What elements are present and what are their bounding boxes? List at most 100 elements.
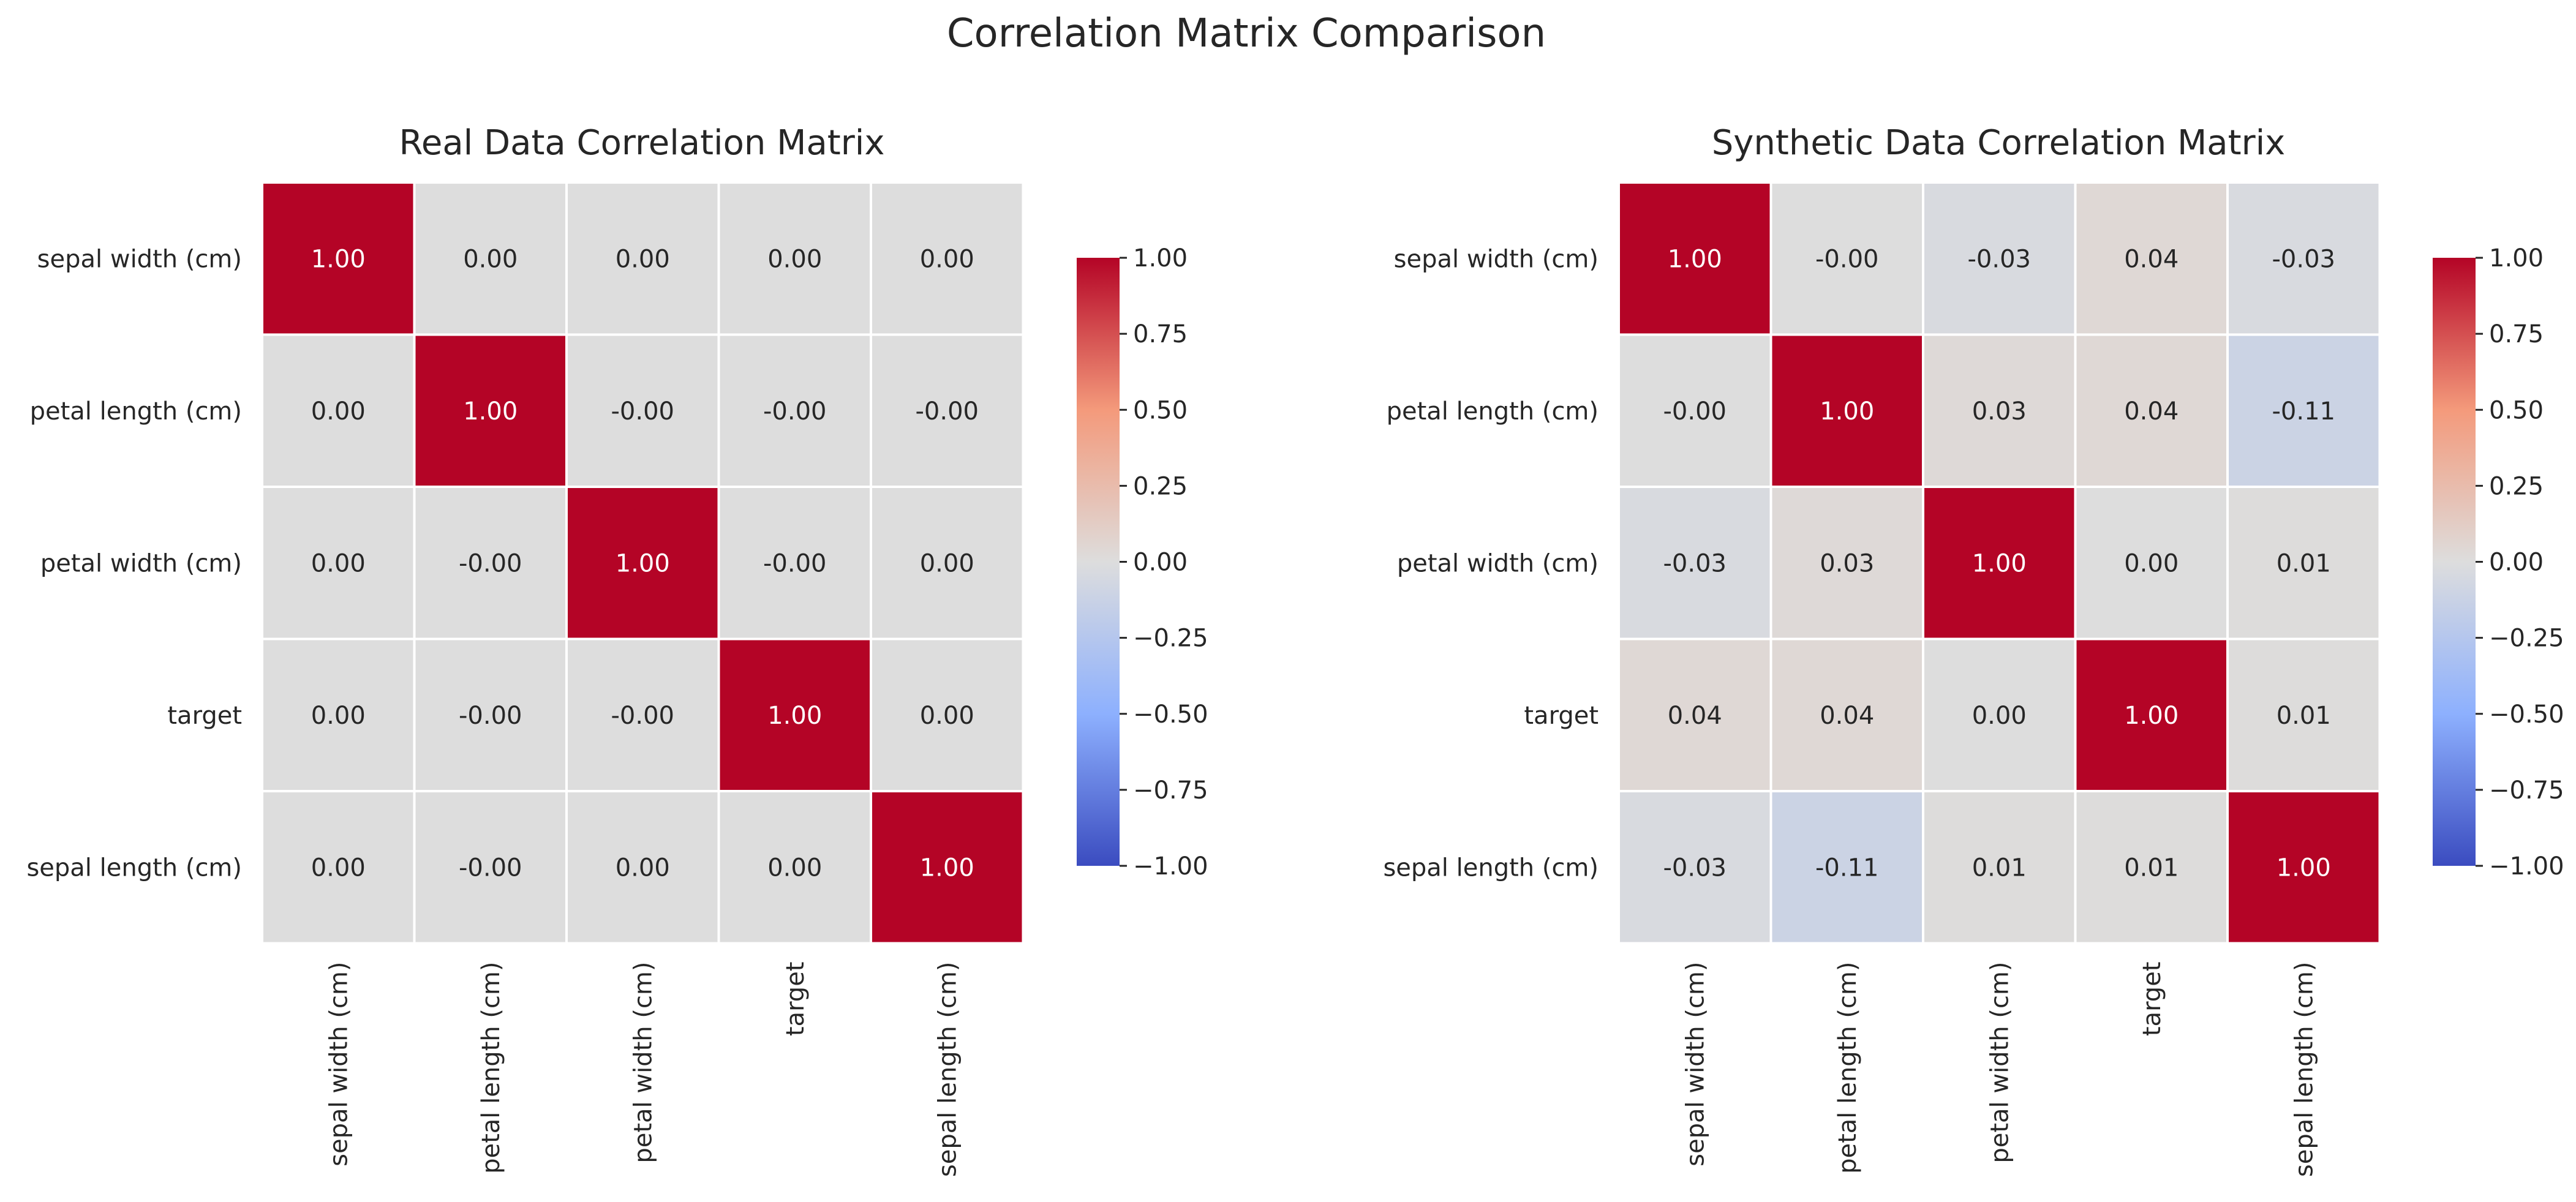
colorbar-tick-label: −0.25 xyxy=(2489,625,2564,653)
y-tick-label-petal-length-cm: petal length (cm) xyxy=(1387,397,1599,426)
heatmap-cell xyxy=(413,486,568,640)
heatmap-cell xyxy=(2074,333,2229,488)
heatmap-cell xyxy=(870,637,1025,792)
cell-value-label: 1.00 xyxy=(311,245,366,273)
cell-value-label: 0.00 xyxy=(920,245,974,273)
cell-value-label: 1.00 xyxy=(1668,245,1722,273)
heatmap-cell xyxy=(413,790,568,945)
y-tick-label-sepal-width-cm: sepal width (cm) xyxy=(37,245,242,273)
heatmap-cell xyxy=(2226,333,2381,488)
colorbar-tick-label: 0.00 xyxy=(2489,549,2544,577)
x-tick-label-petal-length-cm: petal length (cm) xyxy=(477,962,505,1174)
cell-value-label: -0.00 xyxy=(916,397,979,426)
figure-title: Correlation Matrix Comparison xyxy=(947,11,1546,56)
cell-value-label: -0.11 xyxy=(1815,854,1879,882)
cell-value-label: 1.00 xyxy=(1972,549,2027,577)
cell-value-label: -0.00 xyxy=(459,702,522,730)
cell-value-label: 0.04 xyxy=(2124,245,2179,273)
x-tick-label-sepal-width-cm: sepal width (cm) xyxy=(325,962,353,1166)
cell-value-label: 0.01 xyxy=(2277,549,2331,577)
x-tick-label-petal-length-cm: petal length (cm) xyxy=(1834,962,1862,1174)
cell-value-label: 0.00 xyxy=(1972,702,2027,730)
colorbar-tick-label: −0.50 xyxy=(2489,701,2564,729)
cell-value-label: 0.03 xyxy=(1972,397,2027,426)
colorbar-tick-label: 1.00 xyxy=(2489,244,2544,272)
y-tick-label-sepal-length-cm: sepal length (cm) xyxy=(26,854,242,882)
colorbar-tick-label: 1.00 xyxy=(1133,244,1188,272)
heatmap-cell xyxy=(717,486,872,640)
y-tick-label-sepal-length-cm: sepal length (cm) xyxy=(1383,854,1599,882)
cell-value-label: 0.00 xyxy=(311,702,366,730)
colorbar-tick-label: 0.75 xyxy=(1133,320,1188,348)
heatmap-cell xyxy=(565,333,720,488)
heatmap-cell xyxy=(1618,181,1772,336)
heatmap-cell xyxy=(261,333,416,488)
cell-value-label: -0.03 xyxy=(1663,854,1727,882)
cell-value-label: -0.03 xyxy=(1968,245,2032,273)
y-tick-label-sepal-width-cm: sepal width (cm) xyxy=(1394,245,1599,273)
colorbar-tick-label: −1.00 xyxy=(1133,852,1208,881)
cell-value-label: -0.00 xyxy=(611,397,675,426)
heatmap-cell xyxy=(261,637,416,792)
colorbar-tick-label: −0.75 xyxy=(1133,776,1208,805)
cell-value-label: 0.00 xyxy=(616,245,670,273)
heatmap-cell xyxy=(870,333,1025,488)
y-tick-label-target: target xyxy=(167,702,242,730)
cell-value-label: -0.00 xyxy=(459,854,522,882)
cell-value-label: 0.00 xyxy=(920,702,974,730)
real-colorbar xyxy=(1077,258,1120,866)
colorbar-tick-label: −0.25 xyxy=(1133,625,1208,653)
cell-value-label: -0.00 xyxy=(1815,245,1879,273)
x-tick-label-petal-width-cm: petal width (cm) xyxy=(1986,962,2014,1163)
cell-value-label: 0.00 xyxy=(767,245,822,273)
cell-value-label: 0.00 xyxy=(616,854,670,882)
cell-value-label: 0.03 xyxy=(1820,549,1874,577)
cell-value-label: -0.00 xyxy=(611,702,675,730)
cell-value-label: 1.00 xyxy=(920,854,974,882)
cell-value-label: 0.00 xyxy=(920,549,974,577)
cell-value-label: 0.04 xyxy=(2124,397,2179,426)
heatmap-cell xyxy=(1618,790,1772,945)
heatmap-cell xyxy=(1618,333,1772,488)
y-tick-label-petal-width-cm: petal width (cm) xyxy=(40,549,242,577)
cell-value-label: 0.00 xyxy=(767,854,822,882)
cell-value-label: 1.00 xyxy=(1820,397,1874,426)
heatmap-cell xyxy=(1922,181,2077,336)
heatmap-cell xyxy=(717,637,872,792)
cell-value-label: 1.00 xyxy=(2277,854,2331,882)
x-tick-label-target: target xyxy=(781,962,810,1037)
colorbar-tick-label: −1.00 xyxy=(2489,852,2564,881)
x-tick-label-sepal-length-cm: sepal length (cm) xyxy=(933,962,962,1178)
cell-value-label: -0.00 xyxy=(1663,397,1727,426)
cell-value-label: 0.00 xyxy=(311,854,366,882)
cell-value-label: 0.01 xyxy=(1972,854,2027,882)
cell-value-label: -0.11 xyxy=(2272,397,2336,426)
heatmap-cell xyxy=(261,790,416,945)
colorbar-tick-label: 0.50 xyxy=(1133,396,1188,424)
cell-value-label: -0.00 xyxy=(763,397,827,426)
cell-value-label: 0.04 xyxy=(1668,702,1722,730)
cell-value-label: 0.04 xyxy=(1820,702,1874,730)
cell-value-label: -0.03 xyxy=(2272,245,2336,273)
colorbar-tick-label: 0.00 xyxy=(1133,549,1188,577)
cell-value-label: 0.00 xyxy=(311,549,366,577)
heatmap-cell xyxy=(1922,486,2077,640)
heatmap-cell xyxy=(1922,790,2077,945)
cell-value-label: 1.00 xyxy=(463,397,518,426)
cell-value-label: 1.00 xyxy=(767,702,822,730)
heatmap-cell xyxy=(565,790,720,945)
cell-value-label: 0.00 xyxy=(311,397,366,426)
real-panel-title: Real Data Correlation Matrix xyxy=(399,123,885,163)
cell-value-label: 0.00 xyxy=(2124,549,2179,577)
cell-value-label: -0.03 xyxy=(1663,549,1727,577)
real-data-heatmap-panel: Real Data Correlation Matrix 1.00 0.00 0.00… xyxy=(26,123,1208,1177)
heatmap-cell xyxy=(1769,333,1924,488)
heatmap-cell xyxy=(2226,790,2381,945)
colorbar-tick-label: −0.75 xyxy=(2489,776,2564,805)
cell-value-label: -0.00 xyxy=(763,549,827,577)
heatmap-cell xyxy=(2226,637,2381,792)
cell-value-label: 0.01 xyxy=(2124,854,2179,882)
colorbar-tick-label: 0.25 xyxy=(1133,472,1188,500)
heatmap-cell xyxy=(261,181,416,336)
